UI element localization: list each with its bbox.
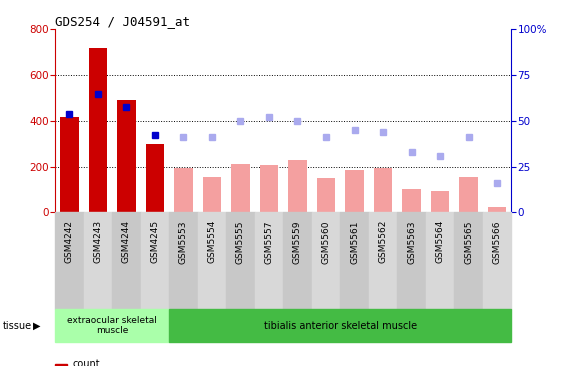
Bar — [483, 212, 511, 309]
Bar — [369, 212, 397, 309]
Text: GSM5561: GSM5561 — [350, 220, 359, 264]
Text: extraocular skeletal
muscle: extraocular skeletal muscle — [67, 316, 157, 336]
Bar — [169, 309, 511, 342]
Text: GSM5559: GSM5559 — [293, 220, 302, 264]
Bar — [312, 212, 340, 309]
Bar — [174, 168, 193, 212]
Text: GSM4245: GSM4245 — [150, 220, 159, 263]
Text: GSM4244: GSM4244 — [122, 220, 131, 263]
Bar — [254, 212, 284, 309]
Bar — [231, 164, 250, 212]
Bar — [459, 177, 478, 212]
Bar — [60, 117, 78, 212]
Bar — [226, 212, 254, 309]
Bar — [345, 170, 364, 212]
Text: GSM5557: GSM5557 — [264, 220, 274, 264]
Bar — [402, 190, 421, 212]
Bar — [284, 212, 312, 309]
Bar — [55, 309, 169, 342]
Bar — [260, 165, 278, 212]
Text: GSM5560: GSM5560 — [321, 220, 331, 264]
Bar — [84, 212, 112, 309]
Bar — [203, 177, 221, 212]
Bar — [426, 212, 454, 309]
Text: GSM5554: GSM5554 — [207, 220, 217, 264]
Text: GSM5562: GSM5562 — [378, 220, 388, 264]
Text: tissue: tissue — [3, 321, 32, 331]
Bar — [340, 212, 369, 309]
Bar — [431, 191, 449, 212]
Text: GSM5565: GSM5565 — [464, 220, 473, 264]
Text: count: count — [73, 359, 100, 366]
Bar — [169, 212, 198, 309]
Text: GSM5564: GSM5564 — [436, 220, 444, 264]
Bar — [198, 212, 226, 309]
Bar — [488, 206, 506, 212]
Bar — [397, 212, 426, 309]
Text: tibialis anterior skeletal muscle: tibialis anterior skeletal muscle — [264, 321, 417, 331]
Text: GSM5563: GSM5563 — [407, 220, 416, 264]
Text: GSM4242: GSM4242 — [65, 220, 74, 263]
Bar — [141, 212, 169, 309]
Text: GSM5555: GSM5555 — [236, 220, 245, 264]
Text: GSM4243: GSM4243 — [94, 220, 102, 263]
Text: GSM5553: GSM5553 — [179, 220, 188, 264]
Bar — [374, 168, 392, 212]
Text: ▶: ▶ — [33, 321, 40, 331]
Bar — [317, 178, 335, 212]
Bar — [146, 143, 164, 212]
Bar — [117, 100, 136, 212]
Bar — [55, 364, 67, 366]
Bar — [112, 212, 141, 309]
Bar — [89, 48, 107, 212]
Bar — [454, 212, 483, 309]
Text: GDS254 / J04591_at: GDS254 / J04591_at — [55, 15, 190, 28]
Text: GSM5566: GSM5566 — [493, 220, 501, 264]
Bar — [55, 212, 84, 309]
Bar — [288, 160, 307, 212]
